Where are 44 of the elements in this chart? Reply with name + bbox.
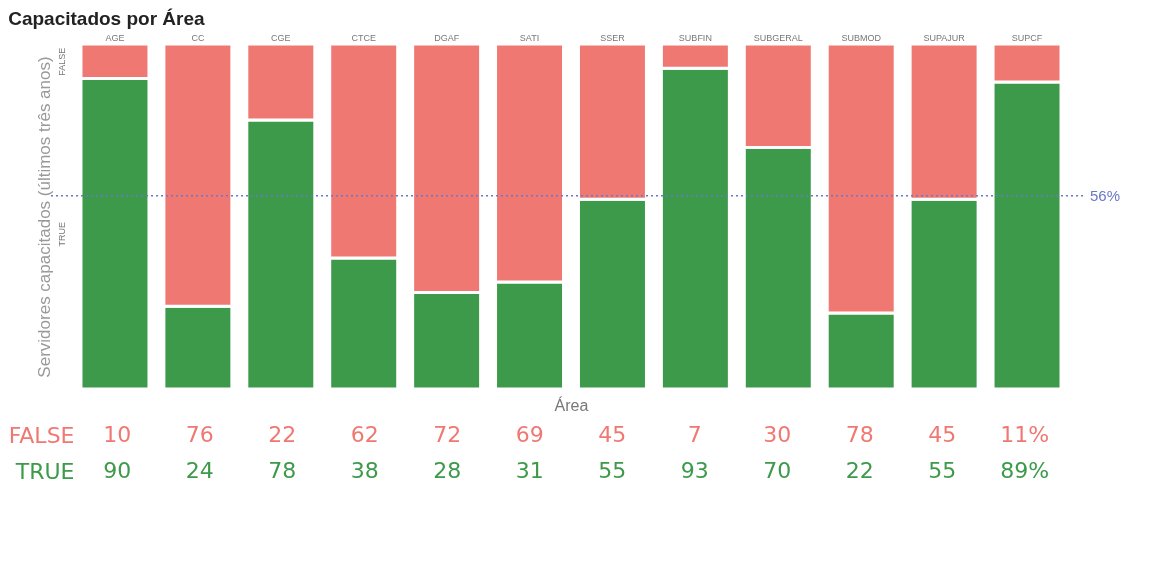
data-label: 55 [598,458,627,483]
data-label: 89% [1000,458,1050,483]
data-label: 45 [928,422,957,447]
data-label: 28 [433,458,462,483]
data-label: 10 [103,422,132,447]
x-tick-label: SSER [600,32,626,43]
data-label: 24 [185,458,214,483]
ref-line-label: 56% [1090,186,1121,204]
x-tick-label: DGAF [434,32,460,43]
data-label: 22 [845,458,874,483]
x-tick-label: CTCE [351,32,376,43]
chart-title: Capacitados por Área [8,8,206,29]
data-label: 45 [598,422,627,447]
data-label: 7 [687,422,702,447]
x-axis-title: Área [554,395,589,414]
x-tick-label: AGE [105,32,125,43]
data-label: 11% [1000,422,1050,447]
text: FALSE [56,47,67,76]
data-label: 31 [515,458,544,483]
text: TRUE [15,458,75,484]
text: FALSE [8,422,75,448]
x-tick-label: SUPCF [1011,32,1043,43]
x-tick-label: CGE [271,32,291,43]
x-tick-label: SUPAJUR [923,32,966,43]
data-label: 30 [763,422,792,447]
text: TRUE [56,222,67,247]
x-tick-label: CC [191,32,205,43]
x-tick-label: SUBGERAL [753,32,803,43]
data-label: 62 [350,422,379,447]
data-label: 93 [680,458,709,483]
x-tick-label: SATI [519,32,540,43]
data-label: 90 [103,458,132,483]
data-label: 76 [185,422,214,447]
data-label: 78 [268,458,297,483]
x-tick-label: SUBMOD [841,32,882,43]
data-label: 72 [433,422,462,447]
data-label: 55 [928,458,957,483]
data-label: 69 [515,422,544,447]
x-tick-label: SUBFIN [678,32,712,43]
data-label: 78 [845,422,874,447]
data-label: 70 [763,458,792,483]
data-label: 22 [268,422,297,447]
y-axis-title: Servidores capacitados (últimos três anos) [34,56,54,378]
data-label: 38 [350,458,379,483]
